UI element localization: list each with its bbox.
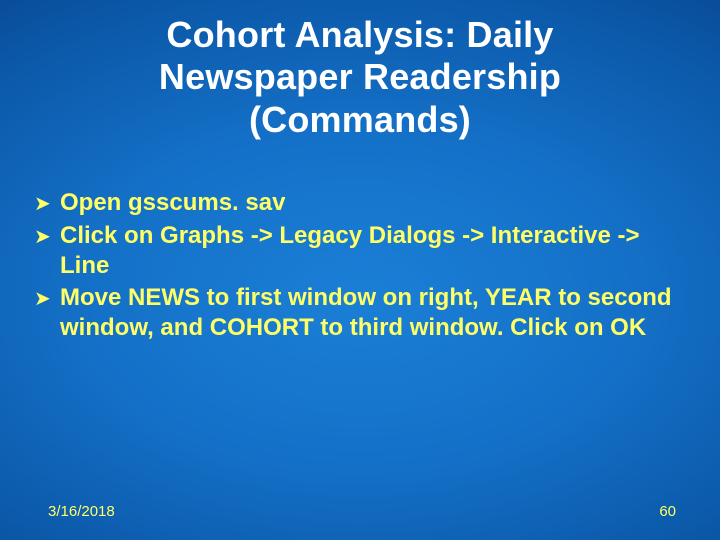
list-item: ➤ Move NEWS to first window on right, YE…: [34, 283, 680, 343]
bullet-arrow-icon: ➤: [34, 283, 60, 314]
title-line-2: Newspaper Readership: [0, 56, 720, 98]
bullet-arrow-icon: ➤: [34, 221, 60, 252]
list-item: ➤ Click on Graphs -> Legacy Dialogs -> I…: [34, 221, 680, 281]
list-item: ➤ Open gsscums. sav: [34, 188, 680, 219]
title-line-1: Cohort Analysis: Daily: [0, 14, 720, 56]
footer-date: 3/16/2018: [48, 503, 115, 520]
footer-page-number: 60: [659, 503, 676, 520]
slide-title: Cohort Analysis: Daily Newspaper Readers…: [0, 0, 720, 141]
title-line-3: (Commands): [0, 99, 720, 141]
bullet-text: Move NEWS to first window on right, YEAR…: [60, 283, 680, 343]
bullet-text: Open gsscums. sav: [60, 188, 680, 218]
bullet-text: Click on Graphs -> Legacy Dialogs -> Int…: [60, 221, 680, 281]
slide: Cohort Analysis: Daily Newspaper Readers…: [0, 0, 720, 540]
bullet-list: ➤ Open gsscums. sav ➤ Click on Graphs ->…: [34, 188, 680, 345]
bullet-arrow-icon: ➤: [34, 188, 60, 219]
